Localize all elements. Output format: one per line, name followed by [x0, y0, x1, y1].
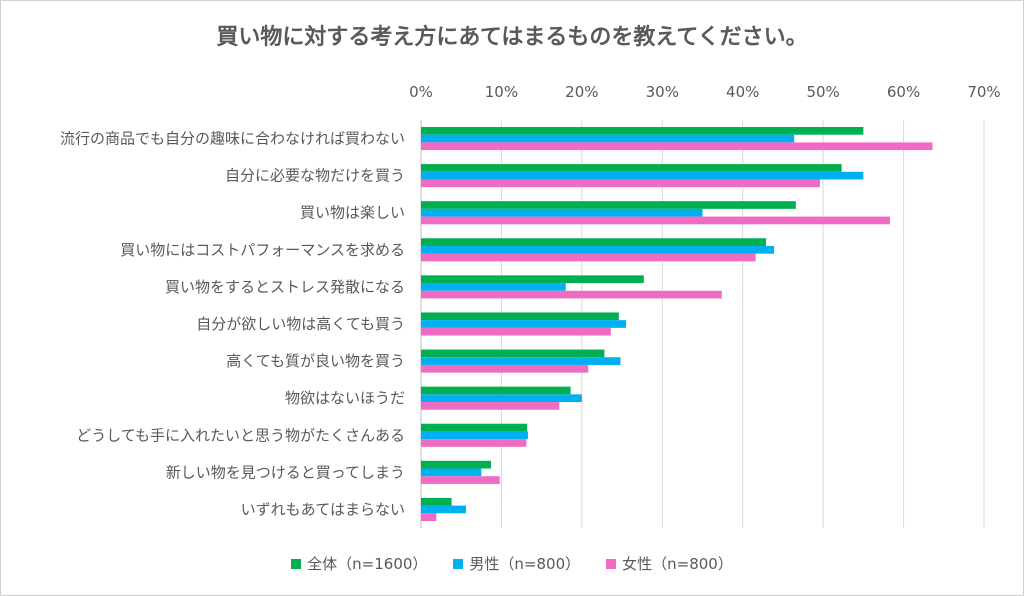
legend-label: 全体（n=1600）	[307, 555, 428, 573]
x-tick-label: 70%	[967, 83, 1000, 101]
bar-chart: 0% 10% 20% 30% 40% 50% 60% 70% 流行の商品でも自分の趣味に合わな…	[60, 83, 1001, 528]
bar	[421, 283, 566, 291]
bar	[421, 208, 703, 217]
bar	[421, 134, 795, 143]
bar	[421, 364, 589, 373]
bar	[421, 468, 482, 477]
category-labels: 流行の商品でも自分の趣味に合わなければ買わない自分に必要な物だけを買う買い物は楽…	[60, 130, 405, 519]
chart-title: 買い物に対する考え方にあてはまるものを教えてください。	[216, 25, 808, 50]
bar	[421, 423, 528, 432]
bar	[421, 320, 627, 328]
bar	[421, 216, 890, 225]
bar	[421, 245, 775, 254]
bar	[421, 171, 864, 180]
x-tick-label: 50%	[806, 83, 839, 101]
bar	[421, 142, 933, 151]
category-label: 物欲はないほうだ	[285, 389, 405, 407]
legend-swatch	[453, 558, 464, 569]
x-tick-label: 10%	[485, 83, 518, 101]
legend-label: 女性（n=800）	[622, 555, 733, 573]
legend-swatch	[291, 558, 302, 569]
bar	[421, 238, 767, 246]
legend-swatch	[606, 558, 617, 569]
bar	[421, 290, 722, 299]
category-label: 自分に必要な物だけを買う	[225, 167, 405, 185]
x-tick-label: 0%	[409, 83, 433, 101]
legend: 全体（n=1600） 男性（n=800） 女性（n=800）	[1, 553, 1023, 574]
bar	[421, 253, 756, 262]
bar	[421, 357, 621, 365]
legend-item: 男性（n=800）	[453, 553, 580, 574]
category-label: 新しい物を見つけると買ってしまう	[166, 463, 405, 481]
legend-item: 女性（n=800）	[606, 553, 733, 574]
bar	[421, 476, 500, 484]
x-tick-label: 60%	[887, 83, 920, 101]
bar	[421, 402, 560, 410]
bars	[421, 126, 933, 522]
bar	[421, 394, 582, 403]
x-tick-label: 20%	[565, 83, 598, 101]
x-axis-ticks: 0% 10% 20% 30% 40% 50% 60% 70%	[409, 83, 1001, 101]
category-label: 買い物は楽しい	[300, 204, 405, 222]
bar	[421, 126, 864, 135]
category-label: いずれもあてはまらない	[241, 500, 405, 518]
category-label: 買い物にはコストパフォーマンスを求める	[120, 241, 405, 259]
bar	[421, 505, 467, 514]
bar	[421, 275, 644, 284]
category-label: 自分が欲しい物は高くても買う	[196, 315, 405, 333]
category-label: 流行の商品でも自分の趣味に合わなければ買わない	[60, 130, 405, 148]
category-label: どうしても手に入れたいと思う物がたくさんある	[76, 426, 405, 444]
category-label: 買い物をするとストレス発散になる	[165, 278, 405, 296]
bar	[421, 312, 619, 321]
bar	[421, 201, 796, 209]
bar	[421, 460, 491, 469]
x-tick-label: 40%	[726, 83, 759, 101]
bar	[421, 497, 452, 506]
bar	[421, 431, 528, 440]
bar	[421, 439, 527, 447]
bar	[421, 164, 842, 172]
bar	[421, 513, 437, 522]
bar	[421, 327, 611, 336]
legend-item: 全体（n=1600）	[291, 553, 427, 574]
bar	[421, 179, 820, 188]
legend-label: 男性（n=800）	[469, 555, 581, 573]
bar	[421, 386, 571, 395]
bar	[421, 349, 605, 358]
category-label: 高くても質が良い物を買う	[226, 352, 405, 370]
x-tick-label: 30%	[646, 83, 679, 101]
